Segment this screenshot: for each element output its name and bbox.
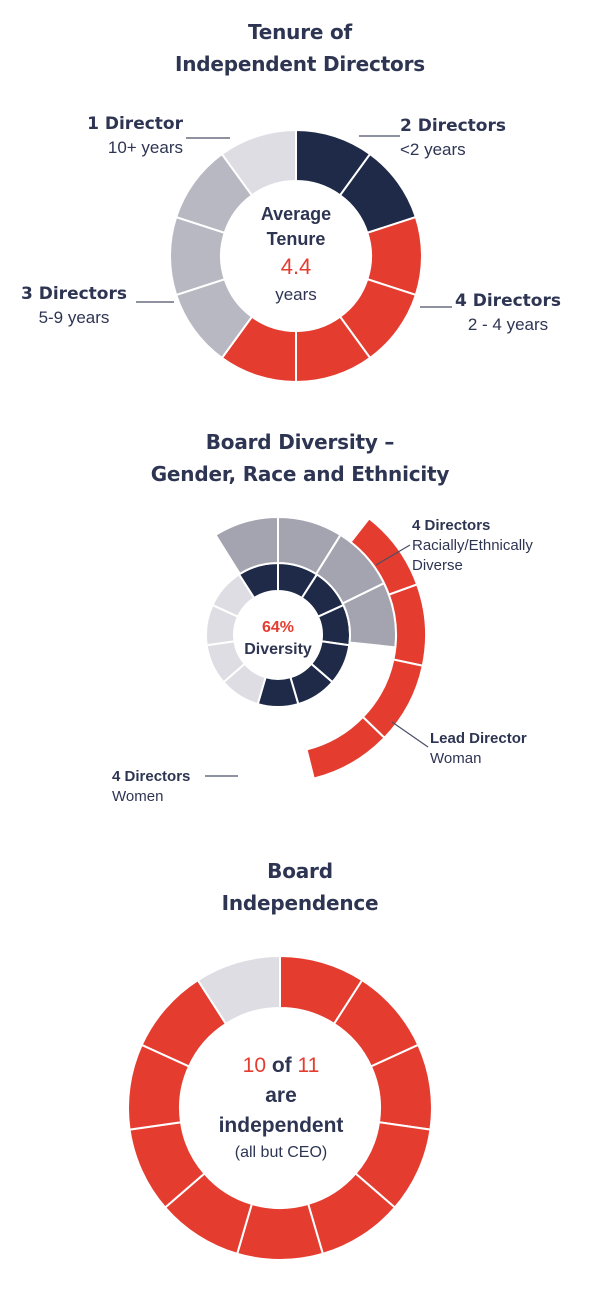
label-ten-plus-range: 10+ years	[107, 138, 183, 157]
tenure-title: Tenure of Independent Directors	[0, 16, 600, 80]
independence-line1: 10 of 11	[196, 1051, 366, 1081]
diversity-center-label: Diversity	[244, 641, 312, 658]
label-women-count: 4 Directors	[112, 768, 191, 785]
diversity-title-line1: Board Diversity –	[205, 430, 395, 454]
label-five-nine-count: 3 Directors	[21, 284, 127, 304]
label-lead-line2: Woman	[430, 750, 482, 767]
label-lead-count: Lead Director	[430, 730, 527, 747]
independence-title-line1: Board	[267, 859, 333, 883]
independence-title: Board Independence	[0, 855, 600, 919]
tenure-center-line2: Tenure	[266, 229, 326, 249]
tenure-center-line1: Average	[260, 204, 332, 224]
label-women-line2: Women	[112, 788, 164, 805]
label-diverse: 4 Directors Racially/Ethnically Diverse	[412, 516, 533, 576]
label-two-four-range: 2 - 4 years	[467, 315, 549, 334]
diversity-red-segment	[305, 715, 386, 780]
tenure-center-unit: years	[275, 285, 317, 304]
independence-line2: are	[265, 1084, 297, 1107]
diversity-center: 64% Diversity	[218, 617, 338, 661]
diversity-center-value: 64%	[261, 619, 295, 636]
independence-line4: (all but CEO)	[234, 1144, 328, 1161]
label-diverse-line3: Diverse	[412, 557, 463, 574]
independence-ceo-segment	[196, 954, 281, 1026]
leader-lead	[391, 721, 429, 748]
label-women: 4 Directors Women	[112, 767, 190, 807]
tenure-title-line2: Independent Directors	[175, 52, 425, 76]
label-lead: Lead Director Woman	[430, 729, 527, 769]
tenure-center: Average Tenure 4.4 years	[226, 202, 366, 307]
label-two-four: 4 Directors 2 - 4 years	[446, 290, 570, 336]
label-ten-plus-count: 1 Director	[87, 114, 183, 134]
label-five-nine-range: 5-9 years	[38, 308, 110, 327]
independence-line3: independent	[218, 1114, 344, 1137]
label-diverse-count: 4 Directors	[412, 517, 491, 534]
independence-center: 10 of 11 are independent (all but CEO)	[196, 1051, 366, 1165]
label-lt2-range: <2 years	[400, 140, 466, 159]
tenure-segment-3	[220, 128, 297, 197]
independence-of: of	[271, 1054, 292, 1077]
label-five-nine: 3 Directors 5-9 years	[14, 283, 134, 329]
leader-diverse	[375, 544, 411, 566]
label-lt2: 2 Directors <2 years	[400, 115, 506, 161]
independence-num-a: 10	[242, 1054, 267, 1077]
diversity-title: Board Diversity – Gender, Race and Ethni…	[0, 426, 600, 490]
label-two-four-count: 4 Directors	[455, 291, 561, 311]
tenure-center-value: 4.4	[280, 254, 312, 279]
independence-title-line2: Independence	[221, 891, 379, 915]
label-diverse-line2: Racially/Ethnically	[412, 537, 533, 554]
diversity-title-line2: Gender, Race and Ethnicity	[150, 462, 450, 486]
independence-num-b: 11	[297, 1054, 320, 1077]
label-lt2-count: 2 Directors	[400, 116, 506, 136]
tenure-title-line1: Tenure of	[247, 20, 353, 44]
label-ten-plus: 1 Director 10+ years	[76, 113, 183, 159]
